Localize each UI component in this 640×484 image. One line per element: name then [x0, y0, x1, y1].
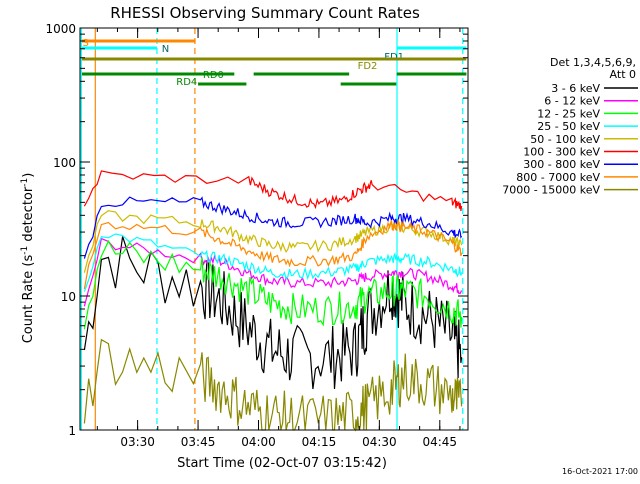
- y-axis-label-main: Count Rate (s: [21, 255, 36, 344]
- series-line-4: [83, 210, 463, 273]
- chart-title: RHESSI Observing Summary Count Rates: [110, 4, 420, 22]
- x-tick-label: 04:00: [241, 435, 276, 449]
- y-axis: 1 10 100 1000: [45, 22, 468, 438]
- state-bar-label: FD2: [358, 61, 378, 72]
- series-line-6: [83, 196, 463, 259]
- state-bar-label: RD0: [203, 70, 224, 81]
- legend-label: 12 - 25 keV: [537, 107, 600, 120]
- y-tick-label: 100: [53, 156, 76, 170]
- x-tick-label: 04:15: [302, 435, 337, 449]
- series-line-3: [83, 233, 463, 292]
- y-axis-label-end: ): [21, 173, 36, 178]
- y-tick-label: 1: [68, 424, 76, 438]
- legend-label: 25 - 50 keV: [537, 120, 600, 133]
- x-tick-label: 03:30: [120, 435, 155, 449]
- series-line-8: [83, 338, 463, 432]
- series-line-2: [83, 239, 463, 330]
- series-line-7: [83, 218, 463, 290]
- state-bar-label: S: [82, 38, 88, 49]
- state-bars: SNFD1FD2RD0RD4: [82, 38, 467, 88]
- y-tick-label: 1000: [45, 22, 76, 36]
- data-series: [83, 170, 463, 432]
- legend-label: 300 - 800 keV: [523, 158, 600, 171]
- x-axis-label: Start Time (02-Oct-07 03:15:42): [177, 456, 387, 471]
- x-tick-label: 04:45: [422, 435, 457, 449]
- y-axis-label-sup1: -1: [20, 246, 30, 255]
- legend-label: 3 - 6 keV: [551, 82, 600, 95]
- y-axis-label-sup2: -1: [20, 178, 30, 187]
- series-line-1: [83, 237, 463, 307]
- legend-label: 7000 - 15000 keV: [502, 184, 600, 197]
- plot-frame: [79, 27, 469, 431]
- y-tick-label: 10: [61, 290, 76, 304]
- legend-label: 800 - 7000 keV: [516, 171, 600, 184]
- state-bar-label: N: [162, 44, 169, 55]
- y-axis-label-mid: detector: [21, 186, 36, 246]
- x-tick-label: 03:45: [181, 435, 216, 449]
- x-axis: 03:30 03:45 04:00 04:15 04:30 04:45: [96, 28, 461, 449]
- legend-header-line-1: Det 1,3,4,5,6,9,: [550, 56, 636, 69]
- state-bar-label: RD4: [176, 77, 197, 88]
- legend-label: 50 - 100 keV: [530, 133, 600, 146]
- timestamp: 16-Oct-2021 17:00: [562, 467, 638, 476]
- legend-label: 6 - 12 keV: [544, 95, 600, 108]
- x-tick-label: 04:30: [362, 435, 397, 449]
- legend-label: 100 - 300 keV: [523, 146, 600, 159]
- legend-header-line-2: Att 0: [610, 68, 636, 81]
- y-axis-label: Count Rate (s-1 detector-1): [20, 173, 36, 344]
- series-line-5: [83, 170, 463, 211]
